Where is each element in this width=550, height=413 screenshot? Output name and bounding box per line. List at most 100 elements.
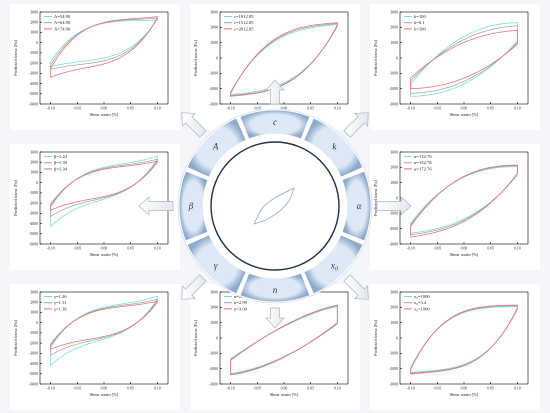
y-tick-label: 2000 [30, 161, 38, 165]
x-tick-label: 0.10 [334, 107, 341, 111]
x-tick-label: -0.05 [253, 107, 261, 111]
wheel-parameter-label: n [273, 285, 278, 295]
x-axis-title: Shear strain [%] [90, 392, 119, 397]
y-axis-title: Predicted stress [Pa] [373, 180, 378, 216]
y-tick-label: -6000 [29, 102, 38, 106]
x-tick-label: 0.05 [127, 107, 134, 111]
legend-entry: n=3.04 [234, 306, 248, 311]
y-axis-title: Predicted stress [Pa] [373, 320, 378, 356]
y-tick-label: 0 [36, 321, 38, 325]
legend-entry: x₀=1000 [414, 306, 430, 311]
x-tick-label: -0.05 [73, 107, 81, 111]
y-tick-label: 2000 [210, 26, 218, 30]
legend-entry: c=1512.85 [234, 20, 254, 25]
direction-arrow-5 [376, 196, 412, 216]
y-tick-label: -1000 [389, 352, 398, 356]
x-tick-label: -0.10 [47, 387, 55, 391]
legend-entry: β=1.44 [54, 154, 68, 159]
y-tick-label: 0 [36, 41, 38, 45]
x-tick-label: 0.05 [307, 107, 314, 111]
wheel-parameter-label: A [212, 142, 219, 152]
x-axis-title: Shear strain [%] [90, 112, 119, 117]
x-tick-label: 0.00 [281, 107, 288, 111]
y-tick-label: -3000 [29, 352, 38, 356]
y-tick-label: 2000 [390, 26, 398, 30]
x-tick-label: -0.10 [407, 247, 415, 251]
x-tick-label: 0.05 [487, 387, 494, 391]
x-axis-title: Shear strain [%] [90, 252, 119, 257]
x-tick-label: -0.05 [433, 247, 441, 251]
y-tick-label: 3000 [30, 150, 38, 154]
series-loop-2 [50, 298, 158, 357]
x-tick-label: -0.05 [73, 387, 81, 391]
y-tick-label: -1000 [209, 352, 218, 356]
legend-entry: α=152.76 [414, 160, 432, 165]
x-tick-label: 0.00 [461, 247, 468, 251]
y-tick-label: -1000 [209, 72, 218, 76]
x-tick-label: -0.10 [227, 387, 235, 391]
y-tick-label: -1000 [389, 72, 398, 76]
x-tick-label: -0.10 [407, 387, 415, 391]
wheel-parameter-label: k [332, 142, 337, 152]
legend-entry: x₀=1000 [414, 294, 430, 299]
wheel-parameter-label: α [357, 201, 362, 211]
x-tick-label: 0.05 [487, 247, 494, 251]
legend-entry: A=74.90 [54, 26, 71, 31]
wheel-segment [186, 234, 247, 295]
y-tick-label: 1000 [390, 41, 398, 45]
x-tick-label: 0.10 [514, 247, 521, 251]
direction-arrow-4 [138, 196, 174, 216]
y-tick-label: -3000 [29, 72, 38, 76]
x-tick-label: 0.10 [514, 387, 521, 391]
legend-entry: A=54.90 [54, 14, 71, 19]
x-tick-label: -0.05 [433, 387, 441, 391]
y-tick-label: -3000 [389, 242, 398, 246]
y-tick-label: -2000 [29, 341, 38, 345]
y-tick-label: -6000 [29, 382, 38, 386]
x-tick-label: 0.10 [154, 247, 161, 251]
mini-loop-icon [253, 187, 295, 225]
y-tick-label: -1000 [29, 331, 38, 335]
y-tick-label: 2000 [30, 301, 38, 305]
y-tick-label: 3000 [390, 150, 398, 154]
wheel-parameter-label: γ [214, 260, 218, 270]
y-tick-label: 0 [36, 181, 38, 185]
x-tick-label: 0.00 [101, 387, 108, 391]
y-tick-label: 0 [216, 336, 218, 340]
wheel-segment [303, 117, 364, 178]
y-tick-label: 1000 [30, 31, 38, 35]
y-tick-label: -1000 [29, 51, 38, 55]
series-loop-3 [230, 22, 338, 97]
y-axis-title: Predicted stress [Pa] [13, 40, 18, 76]
x-tick-label: 0.10 [514, 107, 521, 111]
series-loop-3 [410, 304, 518, 375]
legend-entry: c=2012.85 [234, 26, 254, 31]
y-tick-label: 1000 [390, 321, 398, 325]
legend-entry: α=172.76 [414, 166, 432, 171]
y-tick-label: 1000 [210, 321, 218, 325]
y-tick-label: -1000 [389, 212, 398, 216]
y-tick-label: 0 [396, 56, 398, 60]
legend-entry: k=100 [414, 26, 426, 31]
wheel-parameter-label: β [188, 201, 194, 211]
y-tick-label: 2000 [390, 306, 398, 310]
legend-entry: x₀=3.4 [414, 300, 427, 305]
y-tick-label: 2000 [30, 21, 38, 25]
x-axis-title: Shear strain [%] [450, 392, 479, 397]
y-tick-label: -3000 [209, 102, 218, 106]
x-tick-label: -0.05 [433, 107, 441, 111]
chart-panel-1: 3000 2000 1000 0 -1000 -2000 -3000 -4000 -5000 -6… [10, 4, 180, 130]
chart-panel-7: 3000 2000 1000 0 -1000 -2000 -3000 -0.10 -0.05 0.… [190, 284, 360, 410]
x-tick-label: 0.00 [281, 387, 288, 391]
chart-panel-8: 3000 2000 1000 0 -1000 -2000 -3000 -0.10 -0.05 0.… [370, 284, 540, 410]
y-tick-label: -1000 [29, 191, 38, 195]
x-tick-label: 0.00 [461, 107, 468, 111]
y-tick-label: 1000 [210, 41, 218, 45]
panel-background [370, 4, 540, 130]
y-tick-label: 3000 [30, 10, 38, 14]
x-tick-label: 0.05 [487, 107, 494, 111]
series-loop-3 [50, 300, 158, 350]
legend-entry: k=0.1 [414, 20, 425, 25]
panel-background [190, 284, 360, 410]
y-tick-label: 3000 [390, 10, 398, 14]
